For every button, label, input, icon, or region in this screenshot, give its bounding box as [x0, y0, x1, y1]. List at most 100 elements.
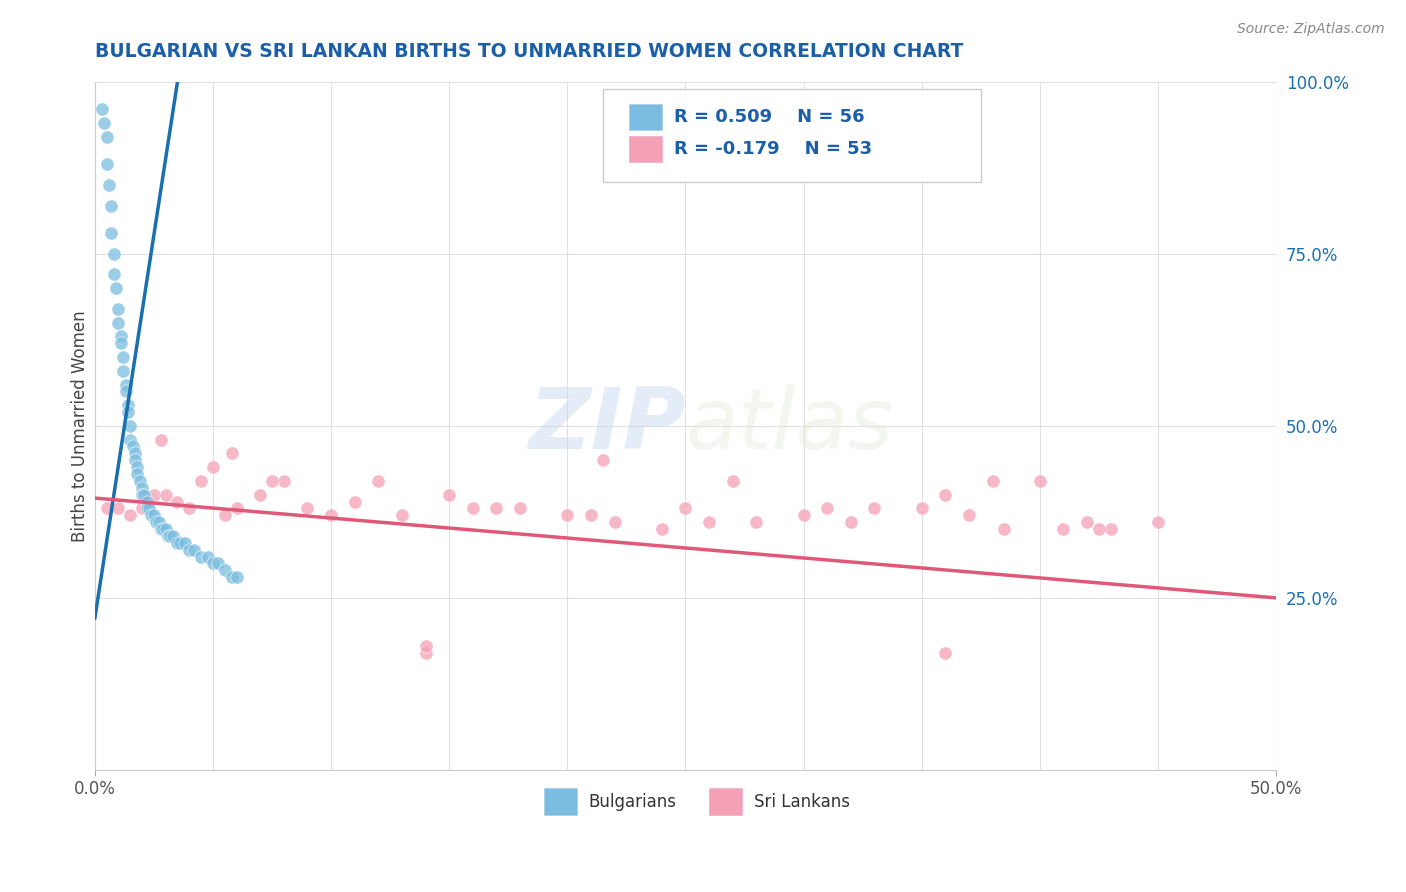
Point	[911, 501, 934, 516]
Point	[721, 474, 744, 488]
Point	[343, 494, 366, 508]
Point	[415, 646, 437, 660]
Point	[120, 433, 142, 447]
Point	[93, 116, 115, 130]
Point	[179, 542, 201, 557]
Point	[100, 226, 122, 240]
Point	[993, 522, 1015, 536]
Point	[149, 522, 172, 536]
Point	[149, 433, 172, 447]
Point	[96, 157, 118, 171]
Point	[107, 501, 129, 516]
Text: Bulgarians: Bulgarians	[589, 793, 676, 811]
Text: Source: ZipAtlas.com: Source: ZipAtlas.com	[1237, 22, 1385, 37]
Point	[107, 301, 129, 316]
Point	[96, 129, 118, 144]
Bar	[628, 136, 662, 162]
Point	[112, 364, 135, 378]
Point	[159, 529, 181, 543]
Text: R = 0.509    N = 56: R = 0.509 N = 56	[673, 108, 865, 126]
Point	[297, 501, 319, 516]
Point	[1088, 522, 1111, 536]
Point	[124, 453, 146, 467]
Point	[183, 542, 205, 557]
Point	[934, 488, 956, 502]
Point	[173, 536, 195, 550]
Point	[214, 508, 236, 523]
Point	[117, 398, 139, 412]
Point	[697, 515, 720, 529]
Text: R = -0.179    N = 53: R = -0.179 N = 53	[673, 140, 872, 158]
Point	[319, 508, 342, 523]
Point	[103, 268, 125, 282]
Point	[190, 474, 212, 488]
Point	[1029, 474, 1052, 488]
Point	[117, 405, 139, 419]
Point	[110, 329, 132, 343]
Point	[127, 460, 149, 475]
Point	[131, 481, 153, 495]
Y-axis label: Births to Unmarried Women: Births to Unmarried Women	[72, 310, 89, 541]
Point	[142, 488, 165, 502]
Point	[207, 557, 229, 571]
Point	[651, 522, 673, 536]
Point	[201, 557, 224, 571]
Point	[675, 501, 697, 516]
Point	[169, 536, 191, 550]
Point	[135, 494, 157, 508]
Point	[110, 336, 132, 351]
Point	[155, 488, 177, 502]
FancyBboxPatch shape	[603, 88, 981, 182]
Point	[249, 488, 271, 502]
Point	[592, 453, 614, 467]
Point	[221, 570, 243, 584]
Point	[839, 515, 862, 529]
Point	[166, 494, 188, 508]
Point	[214, 563, 236, 577]
Point	[96, 501, 118, 516]
Text: ZIP: ZIP	[527, 384, 686, 467]
Point	[461, 501, 484, 516]
Point	[225, 570, 247, 584]
Point	[863, 501, 886, 516]
Point	[415, 639, 437, 653]
Point	[141, 508, 163, 523]
Point	[114, 377, 136, 392]
Point	[509, 501, 531, 516]
Point	[225, 501, 247, 516]
Point	[90, 103, 112, 117]
Point	[112, 350, 135, 364]
Point	[957, 508, 980, 523]
Point	[107, 316, 129, 330]
Point	[155, 522, 177, 536]
Point	[131, 488, 153, 502]
Point	[162, 529, 184, 543]
Point	[152, 522, 174, 536]
Point	[485, 501, 508, 516]
Text: BULGARIAN VS SRI LANKAN BIRTHS TO UNMARRIED WOMEN CORRELATION CHART: BULGARIAN VS SRI LANKAN BIRTHS TO UNMARR…	[94, 42, 963, 61]
Text: atlas: atlas	[686, 384, 893, 467]
Point	[142, 508, 165, 523]
Point	[201, 460, 224, 475]
Point	[134, 488, 156, 502]
Point	[103, 247, 125, 261]
Point	[145, 515, 167, 529]
Point	[127, 467, 149, 481]
Point	[555, 508, 578, 523]
Point	[793, 508, 815, 523]
Point	[437, 488, 460, 502]
Point	[190, 549, 212, 564]
Point	[273, 474, 295, 488]
Point	[745, 515, 768, 529]
Point	[579, 508, 602, 523]
Point	[1076, 515, 1098, 529]
Point	[391, 508, 413, 523]
Point	[1052, 522, 1074, 536]
Bar	[709, 789, 742, 814]
Point	[121, 440, 143, 454]
Point	[367, 474, 389, 488]
Point	[1099, 522, 1122, 536]
Point	[934, 646, 956, 660]
Point	[114, 384, 136, 399]
Point	[157, 529, 180, 543]
